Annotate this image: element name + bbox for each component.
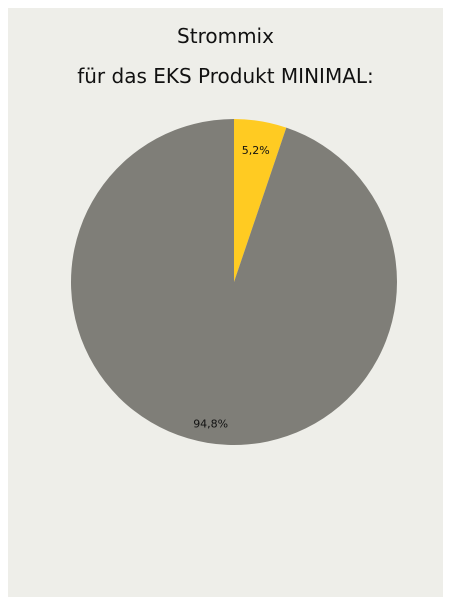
pie-slices <box>71 119 398 445</box>
pie-slice-label: 94,8% <box>193 418 228 431</box>
pie-slice-labels: 5,2% 94,8% <box>193 144 270 430</box>
pie-slice <box>234 119 287 282</box>
chart-subtitle: für das EKS Produkt MINIMAL: <box>77 64 374 88</box>
pie-slice-label: 5,2% <box>242 144 270 157</box>
chart-title: Strommix <box>177 24 274 48</box>
pie-slice <box>71 119 398 445</box>
